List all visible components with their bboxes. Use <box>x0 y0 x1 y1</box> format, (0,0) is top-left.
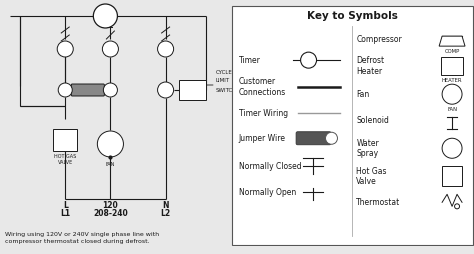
Text: Defrost
Heater: Defrost Heater <box>356 56 384 76</box>
Text: HEATER: HEATER <box>442 78 462 83</box>
Text: COMP: COMP <box>445 49 460 54</box>
Text: 120: 120 <box>102 201 118 211</box>
Bar <box>442 166 462 186</box>
Text: Jumper Wire: Jumper Wire <box>239 134 286 143</box>
Text: Fan: Fan <box>356 90 370 99</box>
Bar <box>441 57 463 75</box>
Circle shape <box>102 41 118 57</box>
Bar <box>179 80 206 100</box>
Polygon shape <box>439 36 465 46</box>
Text: T: T <box>306 56 311 65</box>
Text: Solenoid: Solenoid <box>356 116 389 125</box>
Text: Timer Wiring: Timer Wiring <box>239 109 288 118</box>
Text: LIMIT: LIMIT <box>216 78 230 84</box>
FancyBboxPatch shape <box>296 132 331 145</box>
Text: Timer: Timer <box>239 56 261 65</box>
Text: 3: 3 <box>63 46 67 52</box>
Circle shape <box>301 52 317 68</box>
Circle shape <box>442 84 462 104</box>
Circle shape <box>58 83 72 97</box>
Text: CYCLE: CYCLE <box>216 70 233 74</box>
Text: L2: L2 <box>161 210 171 218</box>
Text: N: N <box>163 201 169 211</box>
Circle shape <box>97 131 123 157</box>
Text: 1: 1 <box>64 87 67 92</box>
Circle shape <box>157 41 173 57</box>
Text: Compressor: Compressor <box>356 35 402 44</box>
Text: 8: 8 <box>164 46 167 52</box>
Circle shape <box>57 41 73 57</box>
Text: FAN: FAN <box>106 162 115 167</box>
Text: N: N <box>163 87 168 92</box>
Text: Customer
Connections: Customer Connections <box>239 77 286 97</box>
Circle shape <box>157 82 173 98</box>
Text: 208-240: 208-240 <box>93 210 128 218</box>
Text: VALVE: VALVE <box>58 161 73 166</box>
Text: Key to Symbols: Key to Symbols <box>307 11 398 21</box>
Circle shape <box>442 138 462 158</box>
Text: Water
Spray: Water Spray <box>356 139 379 158</box>
Text: FAN: FAN <box>447 107 457 112</box>
Text: compressor thermostat closed during defrost.: compressor thermostat closed during defr… <box>5 239 150 244</box>
Text: L: L <box>63 201 68 211</box>
Circle shape <box>326 132 337 144</box>
Text: Normally Open: Normally Open <box>239 188 296 197</box>
Text: Hot Gas
Valve: Hot Gas Valve <box>356 167 387 186</box>
Text: 4: 4 <box>109 46 112 52</box>
Text: W: W <box>448 144 456 153</box>
Circle shape <box>103 83 118 97</box>
Text: Normally Closed: Normally Closed <box>239 162 301 171</box>
Text: T: T <box>102 11 109 21</box>
Text: SWITCH: SWITCH <box>216 87 237 92</box>
Text: 2: 2 <box>109 87 112 92</box>
Circle shape <box>455 204 460 209</box>
Text: L1: L1 <box>60 210 70 218</box>
Text: Wiring using 120V or 240V single phase line with: Wiring using 120V or 240V single phase l… <box>5 232 159 237</box>
FancyBboxPatch shape <box>71 84 104 96</box>
Bar <box>53 129 77 151</box>
Text: Thermostat: Thermostat <box>356 198 401 207</box>
Text: HOT GAS: HOT GAS <box>54 154 76 160</box>
Circle shape <box>93 4 118 28</box>
